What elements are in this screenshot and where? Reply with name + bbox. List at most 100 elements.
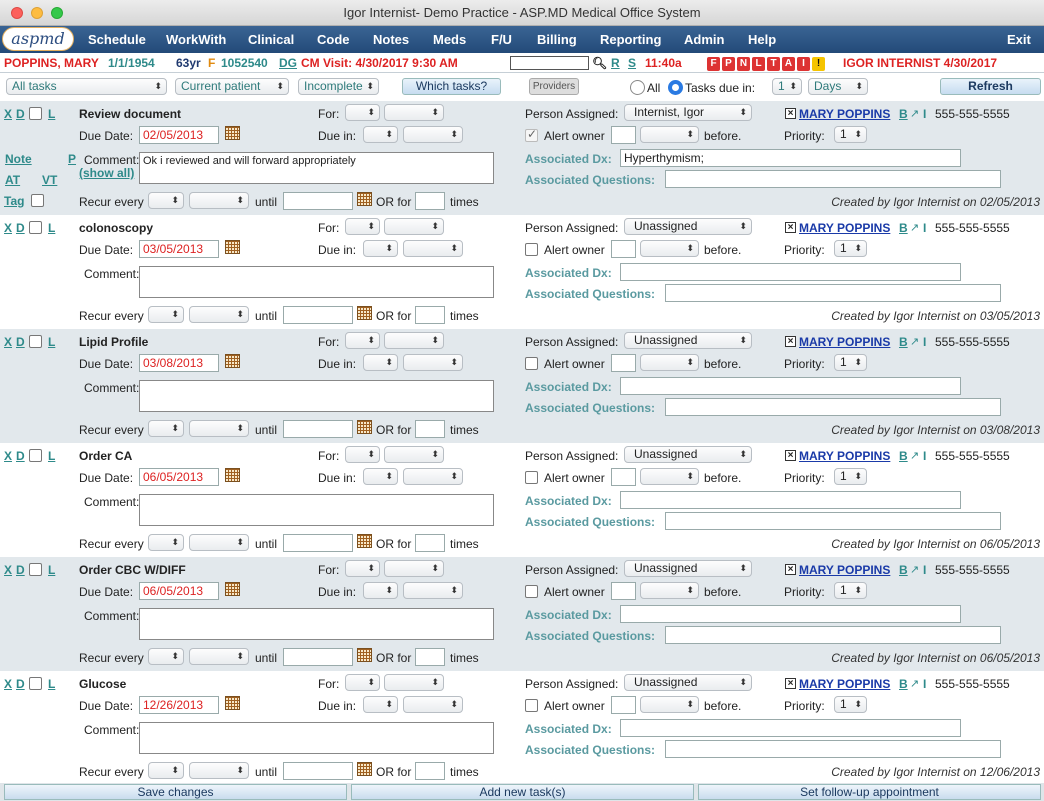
due-in-number-select[interactable]	[363, 582, 398, 599]
providers-button[interactable]: Providers	[529, 78, 579, 95]
l-link[interactable]: L	[48, 449, 56, 463]
tag-checkbox[interactable]	[31, 194, 44, 207]
external-link-icon[interactable]: ↗	[910, 450, 920, 462]
priority-select[interactable]: 1	[834, 354, 867, 371]
due-in-unit-select[interactable]	[403, 240, 463, 257]
due-in-unit-select[interactable]	[403, 126, 463, 143]
d-link[interactable]: D	[16, 563, 25, 577]
comment-textarea[interactable]	[139, 494, 494, 526]
person-assigned-select[interactable]: Unassigned	[624, 560, 752, 577]
patient-link[interactable]: MARY POPPINS	[799, 563, 891, 577]
alert-number-input[interactable]	[611, 240, 636, 258]
comment-textarea[interactable]	[139, 380, 494, 412]
delete-x-link[interactable]: X	[4, 449, 13, 463]
at-link[interactable]: AT	[5, 173, 21, 187]
remove-patient-icon[interactable]: ×	[785, 222, 796, 233]
l-link[interactable]: L	[48, 221, 56, 235]
minimize-window-button[interactable]	[31, 7, 43, 19]
l-link[interactable]: L	[48, 677, 56, 691]
patient-link[interactable]: MARY POPPINS	[799, 449, 891, 463]
l-link[interactable]: L	[48, 335, 56, 349]
until-calendar-icon[interactable]	[357, 192, 372, 206]
menu-notes[interactable]: Notes	[373, 32, 410, 47]
task-type-select[interactable]: All tasks	[6, 78, 167, 95]
menu-meds[interactable]: Meds	[433, 32, 467, 47]
due-date-input[interactable]: 03/05/2013	[139, 240, 219, 258]
cm-link[interactable]: CM	[301, 56, 320, 70]
save-changes-button[interactable]: Save changes	[4, 784, 347, 800]
menu-help[interactable]: Help	[748, 32, 777, 47]
remove-patient-icon[interactable]: ×	[785, 336, 796, 347]
recur-number-select[interactable]	[148, 648, 184, 665]
r-link[interactable]: R	[611, 56, 620, 70]
for-unit-select[interactable]	[384, 332, 444, 349]
external-link-icon[interactable]: ↗	[910, 678, 920, 690]
tasks-due-radio[interactable]	[668, 80, 683, 95]
due-in-number-select[interactable]	[363, 126, 398, 143]
task-select-checkbox[interactable]	[29, 449, 42, 462]
due-in-unit-select[interactable]	[403, 354, 463, 371]
s-link[interactable]: S	[628, 56, 637, 70]
i-link[interactable]: I	[923, 677, 927, 691]
for-unit-select[interactable]	[384, 674, 444, 691]
associated-questions-input[interactable]	[665, 512, 1001, 530]
priority-select[interactable]: 1	[834, 126, 867, 143]
alert-owner-checkbox[interactable]	[525, 357, 538, 370]
note-link[interactable]: Note	[5, 152, 32, 166]
associated-questions-input[interactable]	[665, 740, 1001, 758]
associated-questions-input[interactable]	[665, 284, 1001, 302]
b-link[interactable]: B	[899, 677, 908, 691]
alert-number-input[interactable]	[611, 354, 636, 372]
person-assigned-select[interactable]: Internist, Igor	[624, 104, 752, 121]
all-radio[interactable]	[630, 80, 645, 95]
task-select-checkbox[interactable]	[29, 335, 42, 348]
until-calendar-icon[interactable]	[357, 534, 372, 548]
comment-textarea[interactable]	[139, 608, 494, 640]
alert-number-input[interactable]	[611, 582, 636, 600]
status-select[interactable]: Incomplete	[298, 78, 379, 95]
alert-unit-select[interactable]	[640, 354, 699, 371]
recur-unit-select[interactable]	[189, 192, 249, 209]
due-in-number-select[interactable]	[363, 354, 398, 371]
associated-questions-input[interactable]	[665, 626, 1001, 644]
p-link[interactable]: P	[68, 152, 77, 166]
flag-p[interactable]: P	[722, 56, 735, 71]
d-link[interactable]: D	[16, 335, 25, 349]
associated-dx-input[interactable]	[620, 263, 961, 281]
alert-number-input[interactable]	[611, 126, 636, 144]
times-input[interactable]	[415, 192, 445, 210]
recur-unit-select[interactable]	[189, 306, 249, 323]
due-date-input[interactable]: 02/05/2013	[139, 126, 219, 144]
remove-patient-icon[interactable]: ×	[785, 108, 796, 119]
delete-x-link[interactable]: X	[4, 221, 13, 235]
times-input[interactable]	[415, 534, 445, 552]
calendar-icon[interactable]	[225, 696, 240, 710]
flag-i[interactable]: I	[797, 56, 810, 71]
due-unit-select[interactable]: Days	[808, 78, 868, 95]
show-all-link[interactable]: (show all)	[79, 166, 135, 180]
for-number-select[interactable]	[345, 218, 380, 235]
flag-n[interactable]: N	[737, 56, 750, 71]
recur-number-select[interactable]	[148, 420, 184, 437]
calendar-icon[interactable]	[225, 354, 240, 368]
due-date-input[interactable]: 06/05/2013	[139, 468, 219, 486]
b-link[interactable]: B	[899, 107, 908, 121]
associated-dx-input[interactable]	[620, 719, 961, 737]
for-number-select[interactable]	[345, 332, 380, 349]
priority-select[interactable]: 1	[834, 582, 867, 599]
menu-clinical[interactable]: Clinical	[248, 32, 295, 47]
due-in-number-select[interactable]	[363, 240, 398, 257]
patient-search-input[interactable]	[510, 56, 589, 70]
due-number-select[interactable]: 1	[772, 78, 802, 95]
i-link[interactable]: I	[923, 221, 927, 235]
remove-patient-icon[interactable]: ×	[785, 564, 796, 575]
task-select-checkbox[interactable]	[29, 563, 42, 576]
flag-a[interactable]: A	[782, 56, 795, 71]
person-assigned-select[interactable]: Unassigned	[624, 674, 752, 691]
for-unit-select[interactable]	[384, 218, 444, 235]
i-link[interactable]: I	[923, 449, 927, 463]
alert-unit-select[interactable]	[640, 126, 699, 143]
associated-questions-input[interactable]	[665, 398, 1001, 416]
recur-number-select[interactable]	[148, 192, 184, 209]
external-link-icon[interactable]: ↗	[910, 222, 920, 234]
